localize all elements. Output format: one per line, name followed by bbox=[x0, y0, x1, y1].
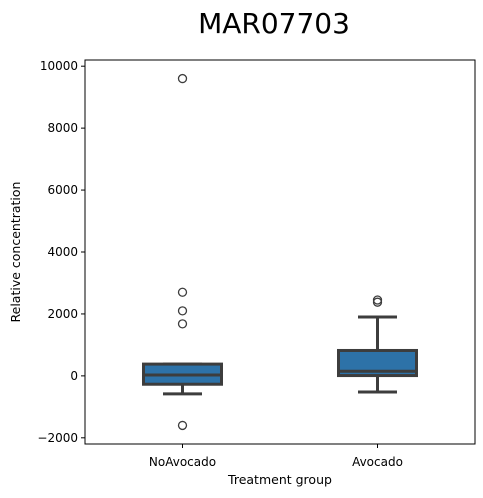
y-axis-label: Relative concentration bbox=[8, 182, 23, 323]
outlier-point bbox=[177, 306, 188, 316]
chart-title: MAR07703 bbox=[198, 7, 350, 40]
y-tick-label: 6000 bbox=[47, 183, 78, 197]
box-series bbox=[142, 73, 418, 431]
outlier-point bbox=[177, 287, 188, 297]
outlier-point bbox=[177, 420, 188, 431]
plot-area-frame bbox=[84, 59, 476, 445]
outlier-point bbox=[177, 319, 188, 329]
x-axis: NoAvocado Avocado bbox=[149, 444, 403, 469]
y-tick-label: 0 bbox=[70, 369, 78, 383]
y-axis: −2000 0 2000 4000 6000 8000 10000 bbox=[37, 59, 85, 445]
box-group-noavocado bbox=[142, 73, 223, 431]
x-tick-label: Avocado bbox=[352, 455, 403, 469]
y-tick-label: 2000 bbox=[47, 307, 78, 321]
outlier-point bbox=[372, 297, 383, 307]
y-tick-label: 8000 bbox=[47, 121, 78, 135]
y-tick-label: 4000 bbox=[47, 245, 78, 259]
box-group-avocado bbox=[337, 295, 418, 394]
y-tick-label: −2000 bbox=[37, 431, 78, 445]
y-tick-label: 10000 bbox=[40, 59, 78, 73]
x-axis-label: Treatment group bbox=[227, 472, 332, 487]
outlier-point bbox=[177, 73, 188, 84]
x-tick-label: NoAvocado bbox=[149, 455, 216, 469]
